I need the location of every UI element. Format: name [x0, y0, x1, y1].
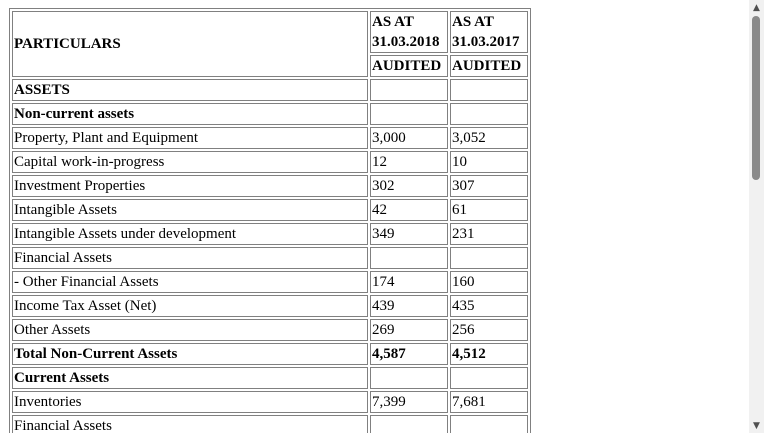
table-row: Intangible Assets under development 349 23…: [12, 223, 528, 245]
row-label: Current Assets: [12, 367, 368, 389]
row-label: Financial Assets: [12, 415, 368, 433]
row-value-2018: 42: [370, 199, 448, 221]
row-label: Property, Plant and Equipment: [12, 127, 368, 149]
table-row: - Other Financial Assets 174 160: [12, 271, 528, 293]
table-row: Inventories 7,399 7,681: [12, 391, 528, 413]
row-value-2018: [370, 415, 448, 433]
row-value-2018: [370, 247, 448, 269]
row-value-2017: [450, 103, 528, 125]
scroll-up-arrow-icon[interactable]: ▲: [753, 2, 760, 13]
table-row: Capital work-in-progress 12 10: [12, 151, 528, 173]
row-value-2017: 7,681: [450, 391, 528, 413]
row-value-2017: 160: [450, 271, 528, 293]
row-value-2017: 307: [450, 175, 528, 197]
row-value-2017: 3,052: [450, 127, 528, 149]
header-status-row: AUDITED AUDITED: [12, 55, 528, 77]
header-status-2017: AUDITED: [450, 55, 528, 77]
row-value-2018: 7,399: [370, 391, 448, 413]
row-label: Other Assets: [12, 319, 368, 341]
row-label: Intangible Assets under development: [12, 223, 368, 245]
table-row: Property, Plant and Equipment 3,000 3,052: [12, 127, 528, 149]
header-period-2017: AS AT 31.03.2017: [450, 11, 528, 53]
row-value-2017: 4,512: [450, 343, 528, 365]
table-row: Total Non-Current Assets 4,587 4,512: [12, 343, 528, 365]
header-row: PARTICULARS AS AT 31.03.2018 AS AT 31.03…: [12, 11, 528, 77]
row-value-2017: 256: [450, 319, 528, 341]
row-label: - Other Financial Assets: [12, 271, 368, 293]
table-row: Current Assets: [12, 367, 528, 389]
row-value-2018: 349: [370, 223, 448, 245]
row-value-2017: [450, 415, 528, 433]
row-label: Capital work-in-progress: [12, 151, 368, 173]
header-period-2017-line2: 31.03.2017: [452, 34, 520, 50]
row-label: Non-current assets: [12, 103, 368, 125]
vertical-scrollbar[interactable]: ▲ ▼: [749, 0, 764, 433]
table-row: Other Assets 269 256: [12, 319, 528, 341]
scrollbar-thumb[interactable]: [752, 16, 760, 180]
row-value-2018: 269: [370, 319, 448, 341]
row-label: Income Tax Asset (Net): [12, 295, 368, 317]
row-value-2018: 302: [370, 175, 448, 197]
row-label: Financial Assets: [12, 247, 368, 269]
row-value-2018: [370, 103, 448, 125]
header-particulars: PARTICULARS: [12, 11, 368, 77]
row-label: ASSETS: [12, 79, 368, 101]
row-value-2017: 231: [450, 223, 528, 245]
row-label: Investment Properties: [12, 175, 368, 197]
row-label: Inventories: [12, 391, 368, 413]
row-value-2018: [370, 79, 448, 101]
row-value-2017: [450, 247, 528, 269]
header-period-2018: AS AT 31.03.2018: [370, 11, 448, 53]
row-label: Intangible Assets: [12, 199, 368, 221]
header-period-2017-line1: AS AT: [452, 14, 494, 30]
row-value-2018: 174: [370, 271, 448, 293]
row-value-2018: 12: [370, 151, 448, 173]
header-period-2018-line2: 31.03.2018: [372, 34, 440, 50]
table-row: Income Tax Asset (Net) 439 435: [12, 295, 528, 317]
row-value-2017: [450, 79, 528, 101]
scroll-down-arrow-icon[interactable]: ▼: [753, 420, 760, 431]
header-period-2018-line1: AS AT: [372, 14, 414, 30]
table-row: Non-current assets: [12, 103, 528, 125]
header-status-2018: AUDITED: [370, 55, 448, 77]
row-value-2018: 3,000: [370, 127, 448, 149]
row-value-2017: 61: [450, 199, 528, 221]
row-value-2018: 4,587: [370, 343, 448, 365]
row-value-2018: 439: [370, 295, 448, 317]
row-value-2017: 10: [450, 151, 528, 173]
row-value-2017: 435: [450, 295, 528, 317]
row-value-2018: [370, 367, 448, 389]
table-row: Intangible Assets 42 61: [12, 199, 528, 221]
row-value-2017: [450, 367, 528, 389]
table-row: Financial Assets: [12, 247, 528, 269]
table-row: ASSETS: [12, 79, 528, 101]
table-row: Financial Assets: [12, 415, 528, 433]
table-row: Investment Properties 302 307: [12, 175, 528, 197]
row-label: Total Non-Current Assets: [12, 343, 368, 365]
balance-sheet-table: PARTICULARS AS AT 31.03.2018 AS AT 31.03…: [9, 8, 531, 433]
